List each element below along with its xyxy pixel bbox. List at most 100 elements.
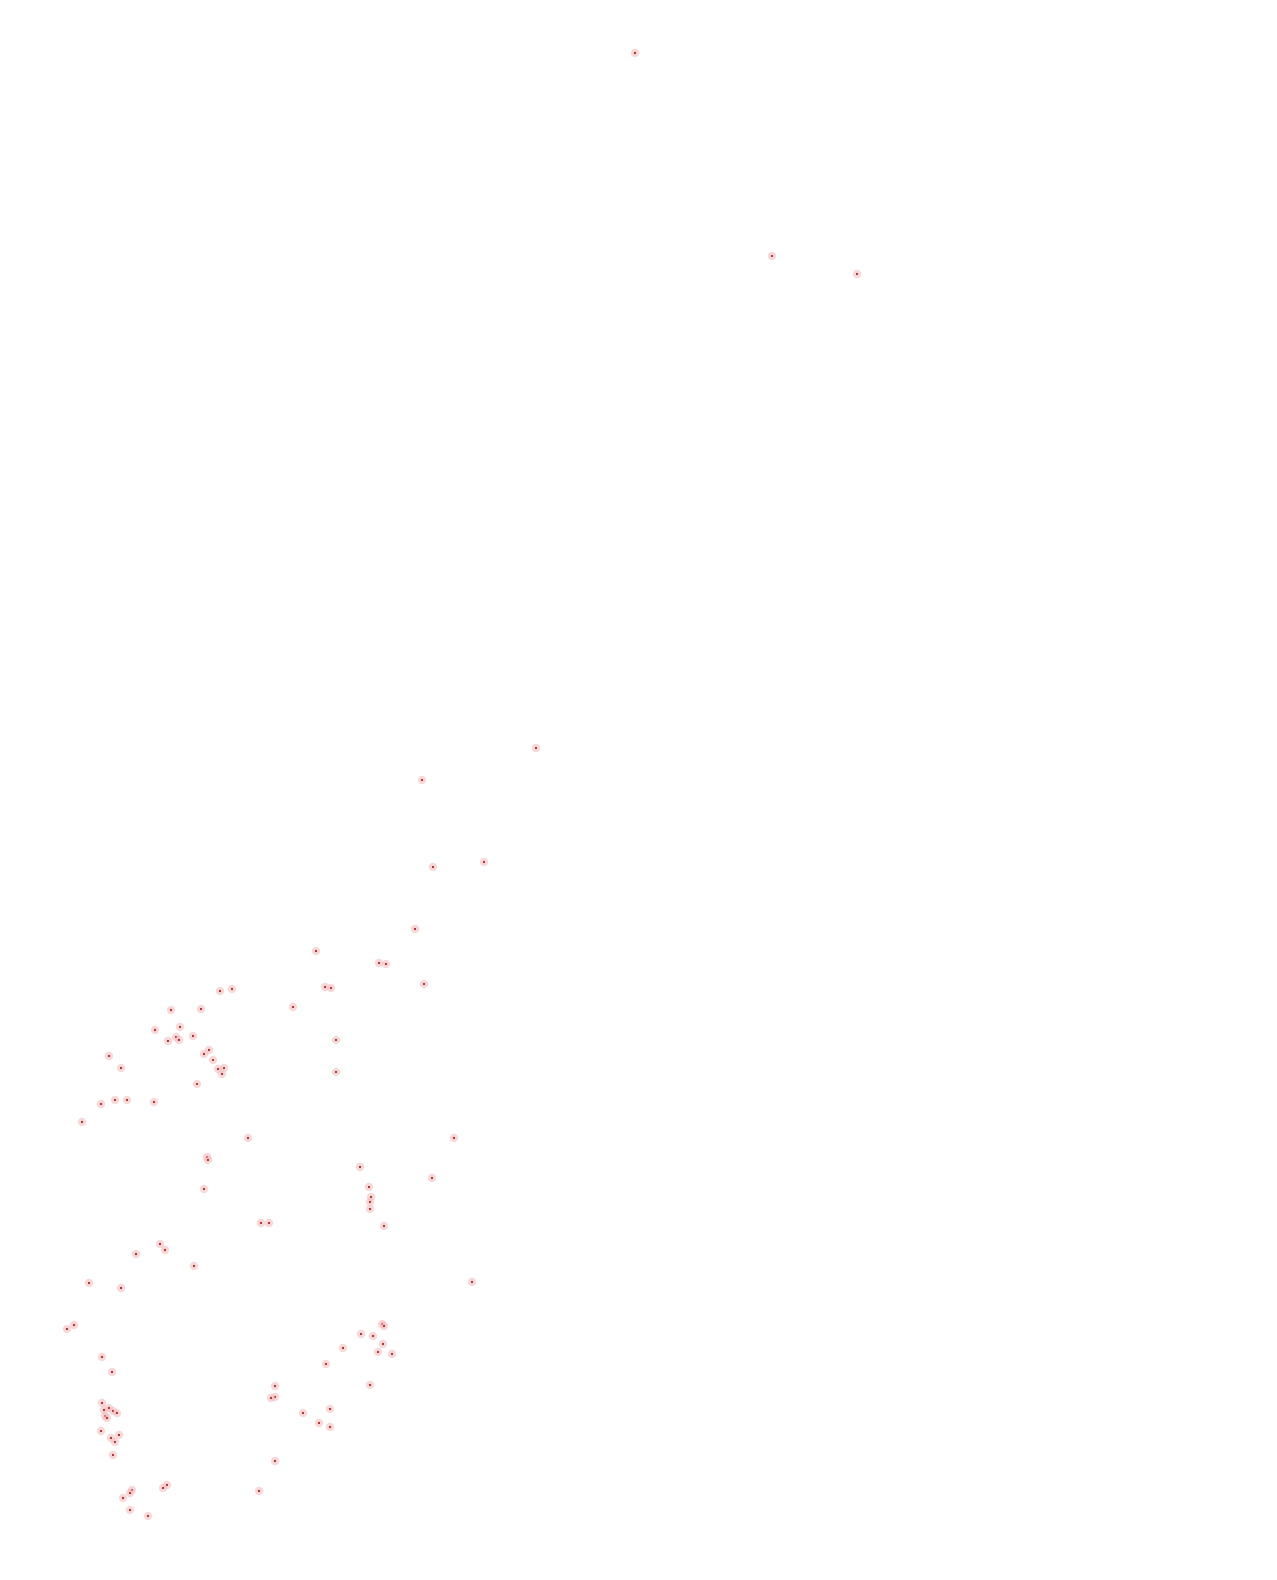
map-marker xyxy=(355,1162,365,1172)
dot-marker-icon xyxy=(153,1028,157,1032)
dot-marker-icon xyxy=(246,1136,250,1140)
map-marker xyxy=(266,1393,276,1403)
dot-marker-icon xyxy=(470,1280,474,1284)
dot-marker-icon xyxy=(334,1038,338,1042)
map-marker xyxy=(227,984,237,994)
dot-marker-icon xyxy=(314,949,318,953)
map-marker xyxy=(373,1347,383,1357)
dot-marker-icon xyxy=(382,1324,386,1328)
map-marker xyxy=(321,1359,331,1369)
dot-marker-icon xyxy=(431,865,435,869)
dot-marker-icon xyxy=(384,962,388,966)
dot-marker-icon xyxy=(100,1355,104,1359)
dot-marker-icon xyxy=(273,1384,277,1388)
map-marker xyxy=(364,1182,374,1192)
dot-marker-icon xyxy=(381,1342,385,1346)
dot-marker-icon xyxy=(359,1332,363,1336)
map-marker xyxy=(378,1339,388,1349)
dot-marker-icon xyxy=(376,1350,380,1354)
map-marker xyxy=(298,1408,308,1418)
dot-marker-icon xyxy=(329,986,333,990)
map-marker xyxy=(379,1321,389,1331)
map-marker xyxy=(160,1245,170,1255)
dot-marker-icon xyxy=(134,1252,138,1256)
map-marker xyxy=(467,1277,477,1287)
dot-marker-icon xyxy=(163,1248,167,1252)
dot-marker-icon xyxy=(87,1281,91,1285)
dot-marker-icon xyxy=(115,1411,119,1415)
dot-marker-icon xyxy=(206,1158,210,1162)
dot-marker-icon xyxy=(107,1054,111,1058)
dot-marker-icon xyxy=(166,1039,170,1043)
map-marker xyxy=(264,1218,274,1228)
map-marker xyxy=(852,269,862,279)
dot-marker-icon xyxy=(192,1264,196,1268)
map-marker xyxy=(417,775,427,785)
dot-marker-icon xyxy=(110,1370,114,1374)
map-marker xyxy=(116,1063,126,1073)
dot-marker-icon xyxy=(855,272,859,276)
map-marker xyxy=(419,979,429,989)
dot-marker-icon xyxy=(377,961,381,965)
dot-marker-icon xyxy=(117,1433,121,1437)
dot-marker-icon xyxy=(452,1136,456,1140)
map-marker xyxy=(189,1261,199,1271)
dot-marker-icon xyxy=(207,1048,211,1052)
map-marker xyxy=(331,1035,341,1045)
dot-marker-icon xyxy=(211,1058,215,1062)
dot-marker-icon xyxy=(158,1242,162,1246)
dot-marker-icon xyxy=(259,1221,263,1225)
dot-marker-icon xyxy=(301,1411,305,1415)
map-marker xyxy=(122,1095,132,1105)
map-marker xyxy=(387,1349,397,1359)
map-marker xyxy=(107,1367,117,1377)
dot-marker-icon xyxy=(128,1508,132,1512)
dot-marker-icon xyxy=(770,254,774,258)
map-marker xyxy=(217,1069,227,1079)
map-marker xyxy=(69,1320,79,1330)
map-marker xyxy=(288,1002,298,1012)
dot-marker-icon xyxy=(152,1100,156,1104)
map-marker xyxy=(118,1493,128,1503)
dot-marker-icon xyxy=(165,1483,169,1487)
map-marker xyxy=(116,1283,126,1293)
dot-marker-icon xyxy=(369,1195,373,1199)
map-marker xyxy=(270,1381,280,1391)
map-marker xyxy=(365,1380,375,1390)
map-marker xyxy=(208,1055,218,1065)
map-marker xyxy=(427,1173,437,1183)
map-marker xyxy=(108,1450,118,1460)
map-marker xyxy=(175,1022,185,1032)
dot-marker-icon xyxy=(267,1221,271,1225)
map-marker xyxy=(174,1035,184,1045)
map-marker xyxy=(254,1486,264,1496)
dot-marker-icon xyxy=(178,1025,182,1029)
map-marker xyxy=(203,1155,213,1165)
map-marker xyxy=(767,251,777,261)
dot-marker-icon xyxy=(273,1459,277,1463)
map-marker xyxy=(114,1430,124,1440)
dot-marker-icon xyxy=(323,985,327,989)
map-marker xyxy=(531,743,541,753)
dot-marker-icon xyxy=(422,982,426,986)
dot-marker-icon xyxy=(328,1425,332,1429)
map-marker xyxy=(149,1097,159,1107)
map-marker xyxy=(365,1204,375,1214)
dot-marker-icon xyxy=(317,1421,321,1425)
dot-marker-icon xyxy=(382,1224,386,1228)
dot-marker-icon xyxy=(199,1007,203,1011)
dot-marker-icon xyxy=(119,1066,123,1070)
map-marker xyxy=(163,1036,173,1046)
map-marker xyxy=(84,1278,94,1288)
dot-marker-icon xyxy=(367,1185,371,1189)
map-marker xyxy=(325,1404,335,1414)
dot-marker-icon xyxy=(191,1034,195,1038)
map-marker xyxy=(196,1004,206,1014)
dot-marker-icon xyxy=(218,989,222,993)
dot-marker-icon xyxy=(633,51,637,55)
map-marker xyxy=(374,958,384,968)
map-marker xyxy=(188,1031,198,1041)
map-marker xyxy=(379,1221,389,1231)
map-marker xyxy=(381,959,391,969)
